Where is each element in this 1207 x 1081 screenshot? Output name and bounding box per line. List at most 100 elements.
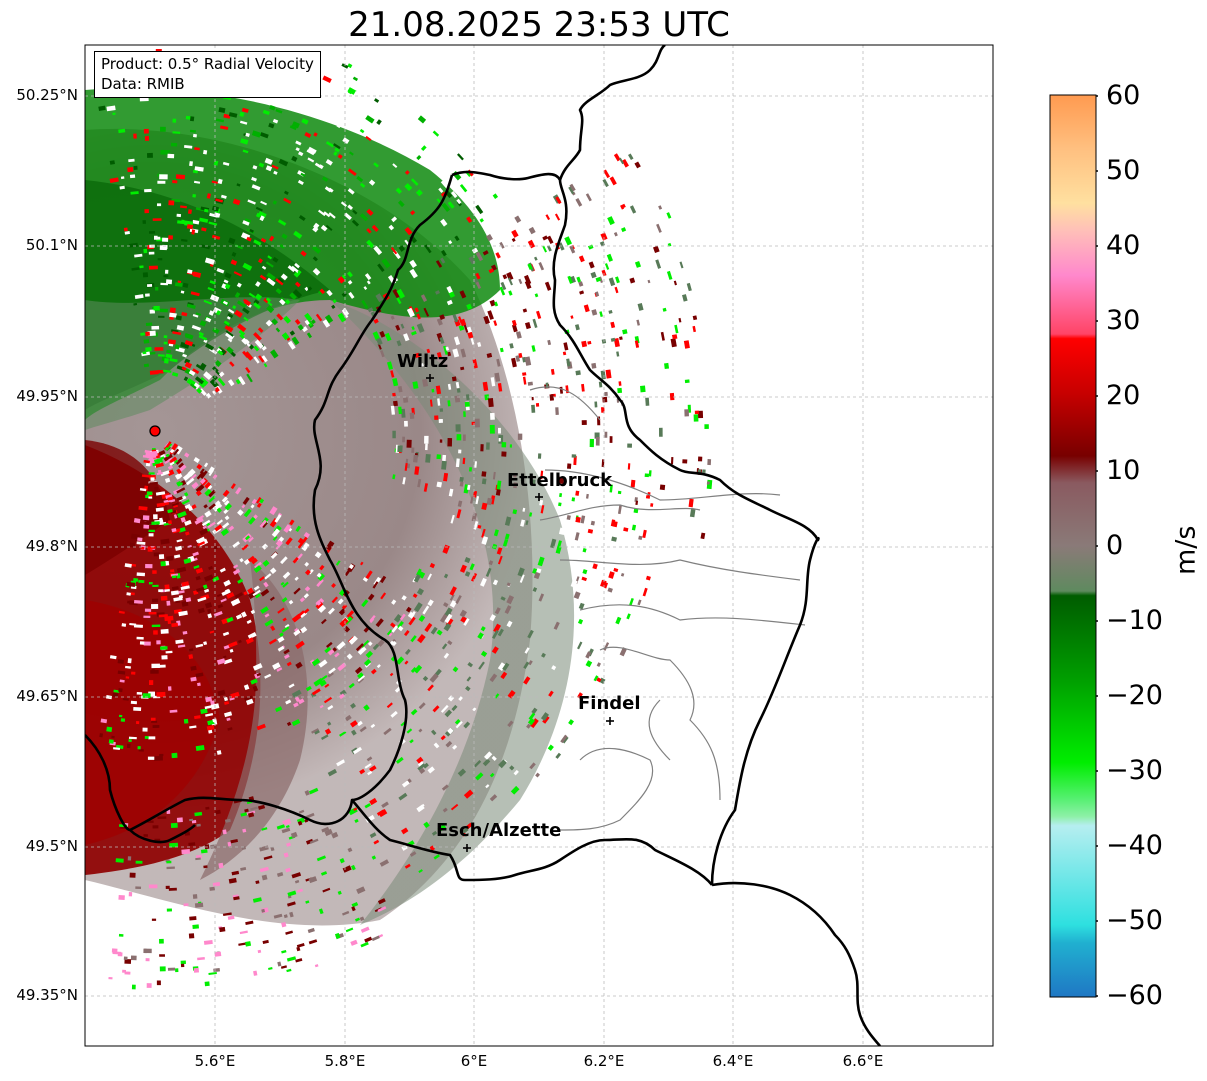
- radar-speckle-bin: [613, 337, 620, 348]
- radar-speckle-bin: [523, 676, 531, 685]
- radar-speckle-bin: [242, 828, 247, 833]
- radar-speckle-bin: [432, 130, 440, 137]
- radar-speckle-bin: [348, 682, 355, 689]
- radar-speckle-bin: [446, 299, 453, 306]
- radar-speckle-bin: [526, 723, 532, 729]
- radar-speckle-bin: [192, 368, 200, 374]
- radar-speckle-bin: [555, 752, 562, 759]
- radar-speckle-bin: [181, 849, 191, 855]
- radar-speckle-bin: [153, 552, 160, 557]
- radar-speckle-bin: [436, 481, 442, 488]
- radar-speckle-bin: [196, 536, 205, 543]
- radar-speckle-bin: [251, 130, 262, 138]
- radar-speckle-bin: [531, 345, 536, 352]
- radar-speckle-bin: [337, 153, 343, 160]
- radar-speckle-bin: [321, 176, 329, 182]
- radar-speckle-bin: [404, 863, 411, 869]
- radar-speckle-bin: [410, 666, 417, 673]
- radar-speckle-bin: [204, 488, 212, 497]
- radar-speckle-bin: [254, 293, 263, 301]
- radar-speckle-bin: [354, 666, 363, 675]
- radar-speckle-bin: [301, 118, 309, 125]
- radar-speckle-bin: [630, 479, 636, 488]
- radar-speckle-bin: [156, 203, 162, 207]
- radar-speckle-bin: [197, 541, 206, 547]
- lon-label: 6.2°E: [583, 1052, 625, 1070]
- radar-speckle-bin: [253, 332, 262, 341]
- radar-speckle-bin: [506, 582, 511, 587]
- radar-speckle-bin: [430, 626, 438, 635]
- lon-label: 6.4°E: [712, 1052, 754, 1070]
- radar-speckle-bin: [149, 370, 159, 375]
- radar-speckle-bin: [563, 342, 569, 351]
- radar-speckle-bin: [371, 224, 379, 233]
- radar-speckle-bin: [380, 592, 387, 600]
- radar-speckle-bin: [174, 344, 180, 350]
- radar-speckle-bin: [518, 278, 523, 285]
- radar-speckle-bin: [144, 608, 152, 612]
- radar-speckle-bin: [566, 358, 571, 367]
- radar-speckle-bin: [134, 253, 143, 258]
- radar-speckle-bin: [517, 567, 525, 577]
- radar-speckle-bin: [148, 884, 158, 889]
- radar-speckle-bin: [251, 176, 257, 182]
- radar-speckle-bin: [184, 503, 191, 510]
- radar-speckle-bin: [656, 223, 662, 233]
- radar-speckle-bin: [575, 324, 580, 331]
- radar-speckle-bin: [477, 524, 482, 529]
- radar-speckle-bin: [581, 383, 585, 392]
- radar-speckle-bin: [467, 662, 473, 668]
- radar-speckle-bin: [422, 762, 429, 769]
- radar-speckle-bin: [582, 569, 588, 575]
- radar-speckle-bin: [266, 277, 276, 287]
- radar-speckle-bin: [443, 345, 449, 355]
- radar-speckle-bin: [416, 323, 425, 333]
- radar-speckle-bin: [182, 282, 189, 288]
- radar-speckle-bin: [497, 662, 506, 671]
- radar-speckle-bin: [195, 207, 204, 212]
- radar-speckle-bin: [205, 343, 215, 351]
- radar-speckle-bin: [604, 391, 608, 397]
- radar-speckle-bin: [239, 557, 244, 563]
- radar-speckle-bin: [513, 482, 518, 489]
- radar-speckle-bin: [392, 392, 396, 397]
- radar-speckle-bin: [264, 573, 272, 580]
- radar-speckle-bin: [617, 490, 622, 495]
- radar-speckle-bin: [306, 332, 313, 339]
- radar-speckle-bin: [304, 561, 310, 567]
- radar-speckle-bin: [617, 504, 622, 515]
- radar-speckle-bin: [496, 480, 502, 490]
- radar-speckle-bin: [195, 744, 205, 751]
- radar-speckle-bin: [138, 505, 148, 511]
- radar-speckle-bin: [317, 604, 327, 613]
- radar-speckle-bin: [368, 179, 376, 186]
- radar-speckle-bin: [542, 235, 548, 241]
- radar-speckle-bin: [279, 632, 284, 637]
- radar-speckle-bin: [590, 271, 597, 279]
- radar-speckle-bin: [189, 161, 193, 167]
- radar-speckle-bin: [307, 157, 315, 163]
- radar-speckle-bin: [160, 561, 166, 567]
- radar-speckle-bin: [499, 347, 504, 353]
- radar-speckle-bin: [381, 108, 387, 114]
- radar-speckle-bin: [578, 602, 585, 610]
- radar-speckle-bin: [578, 255, 585, 263]
- radar-speckle-bin: [441, 249, 447, 257]
- radar-speckle-bin: [409, 851, 417, 857]
- radar-speckle-bin: [305, 685, 312, 692]
- radar-speckle-bin: [475, 495, 480, 505]
- radar-speckle-bin: [631, 402, 637, 411]
- radar-speckle-bin: [108, 739, 114, 744]
- radar-speckle-bin: [429, 673, 439, 683]
- radar-speckle-bin: [250, 504, 255, 509]
- radar-speckle-bin: [424, 113, 433, 122]
- radar-speckle-bin: [214, 951, 222, 957]
- radar-speckle-bin: [214, 524, 223, 532]
- radar-speckle-bin: [239, 120, 248, 125]
- radar-speckle-bin: [600, 232, 608, 241]
- radar-speckle-bin: [401, 844, 408, 851]
- radar-speckle-bin: [501, 442, 507, 448]
- radar-speckle-bin: [153, 514, 158, 520]
- radar-speckle-bin: [154, 457, 163, 464]
